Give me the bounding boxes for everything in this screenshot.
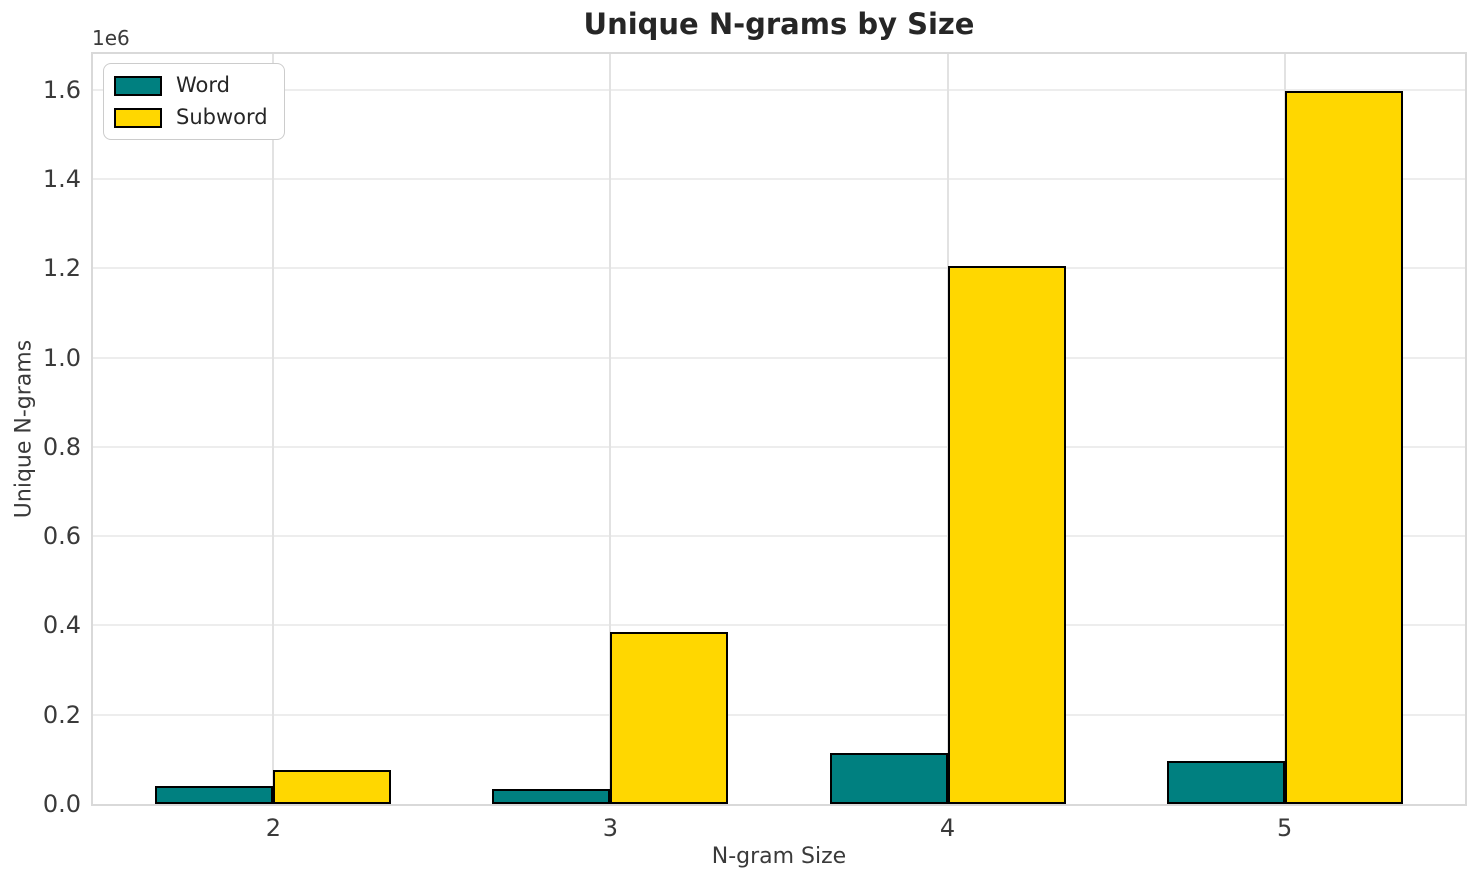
x-tick-label-2: 2 [265,814,281,842]
x-tick-label-5: 5 [1277,814,1293,842]
y-tick-label-1.0: 1.0 [42,343,81,372]
y-tick-label-0.0: 0.0 [42,790,81,818]
y-tick-label-0.2: 0.2 [42,700,81,729]
bar-subword-5 [1284,91,1403,804]
y-tick-label-0.6: 0.6 [42,522,81,551]
bar-subword-3 [610,631,729,804]
legend-label-subword: Subword [176,105,268,130]
gridline-horizontal [93,624,1465,627]
gridline-horizontal [93,178,1465,180]
gridline-horizontal [93,267,1465,270]
bar-word-5 [1166,761,1285,804]
gridline-horizontal [93,88,1465,91]
y-tick-label-1.2: 1.2 [42,254,81,283]
gridline-horizontal [93,713,1465,716]
gridline-horizontal [93,445,1465,448]
legend-label-word: Word [176,73,230,97]
bar-word-4 [829,753,948,804]
y-axis-offset-text: 1e6 [92,26,130,50]
x-tick-label-4: 4 [939,814,956,842]
y-tick-label-1.6: 1.6 [42,75,81,104]
chart-title: Unique N-grams by Size [583,7,975,41]
y-tick-label-1.4: 1.4 [42,165,81,193]
gridline-horizontal [93,356,1465,359]
bar-word-3 [492,788,611,804]
y-tick-label-0.8: 0.8 [42,432,81,461]
x-axis-label: N-gram Size [711,844,847,869]
bar-subword-2 [273,770,392,804]
bar-subword-4 [947,265,1066,804]
y-tick-label-0.4: 0.4 [42,611,81,640]
legend-swatch-subword [114,107,162,128]
legend-entry-word: Word [114,73,268,97]
gridline-vertical [609,54,612,804]
gridline-horizontal [93,535,1465,538]
legend-entry-subword: Subword [114,105,268,130]
legend-swatch-word [114,75,162,96]
legend: Word Subword [103,63,285,141]
bar-word-2 [155,786,274,804]
gridline-vertical [272,54,275,804]
plot-area: Word Subword [91,52,1467,806]
x-tick-label-3: 3 [602,814,619,842]
